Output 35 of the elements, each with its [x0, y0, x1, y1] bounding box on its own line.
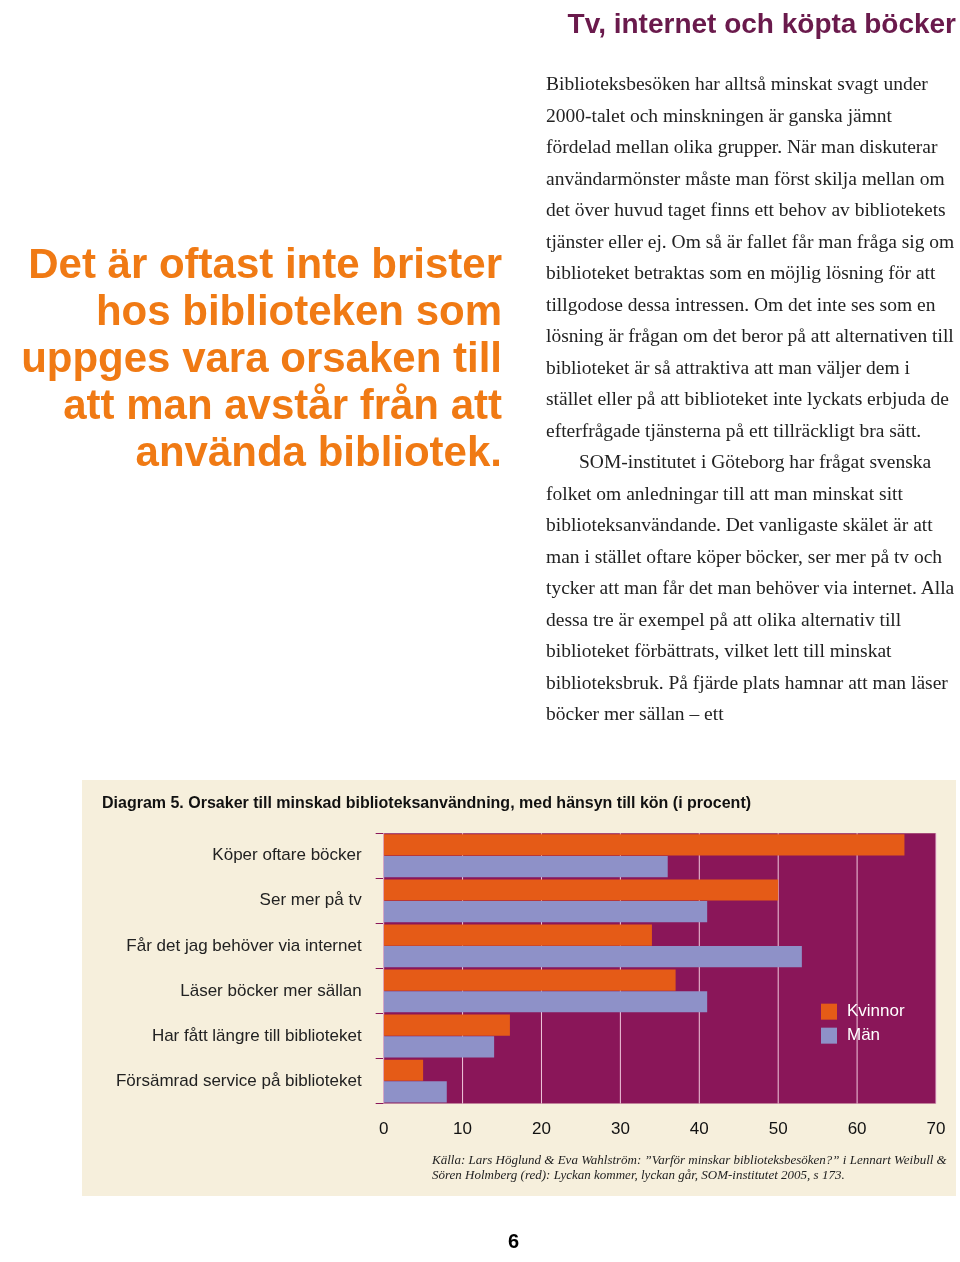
x-tick-label: 10 — [453, 1119, 473, 1139]
bar — [383, 855, 668, 878]
x-tick-label: 50 — [768, 1119, 788, 1139]
x-tick-label: 0 — [378, 1119, 389, 1139]
text: 6 — [508, 1230, 520, 1253]
y-tick-label: Försämrad service på biblioteket — [115, 1070, 362, 1090]
bar — [383, 834, 905, 856]
bar — [383, 1081, 447, 1103]
y-tick-label: Ser mer på tv — [259, 890, 363, 910]
bar — [383, 991, 708, 1013]
bar — [383, 901, 708, 923]
x-tick-label: 70 — [926, 1119, 946, 1139]
text: Det är oftast inte brister hos biblioteken som uppges vara orsaken till att man avstår från att använda bibliotek. — [20, 240, 502, 475]
text: Biblioteksbesöken har alltså minskat svagt under 2000-talet och minskningen är ganska jämnt fördelad mellan olika grupper. När man diskuterar användarmönster måste man först skilja mellan om det över huvud taget finns ett behov av bibliotekets tjänster eller ej. Om så är fallet får man fråga sig om biblioteket betraktas som en möjlig lösning för att tillgodose dessa intressen. Om det inte ses som en lösning är frågan om det beror på att alternativen till biblioteket är så attraktiva att man väljer dem i stället eller på att biblioteket inte lyckats erbjuda de efterfrågade tjänsterna på ett tillräckligt bra sätt. — [546, 73, 955, 441]
y-tick-label: Har fått längre till biblioteket — [151, 1025, 362, 1045]
x-tick-label: 20 — [532, 1119, 551, 1139]
bar — [383, 946, 802, 968]
bar — [383, 969, 676, 991]
y-tick-label: Köper oftare böcker — [212, 845, 362, 865]
text: Källa: Lars Höglund & Eva Wahlström: ”Varför minskar biblioteksbesöken?” i Lennart Weibull & Sören Holmberg (red): Lyckan kommer, lyckan går, SOM-institutet 2005, s 173. — [432, 1152, 948, 1182]
x-tick-label: 40 — [689, 1119, 709, 1139]
y-tick-label: Läser böcker mer sällan — [180, 980, 362, 1000]
legend-label: Kvinnor — [847, 1001, 905, 1021]
text: Tv, internet och köpta böcker — [566, 8, 956, 40]
chart-title: Diagram 5. Orsaker till minskad biblioteksanvändning, med hänsyn till kön (i procent) — [102, 794, 752, 812]
x-tick-label: 60 — [847, 1119, 867, 1139]
bar — [383, 879, 779, 901]
bar — [383, 1059, 424, 1081]
bar — [383, 1014, 510, 1036]
text: SOM-institutet i Göteborg har frågat svenska folket om anledningar till att man minskat sitt biblioteksanvändande. Det vanligaste skälet är att man i stället oftare köper böcker, ser mer på tv och tycker att man får det man behöver via internet. Alla dessa tre är exempel på att olika alternativ till biblioteket förbättrats, vilket lett till minskat biblioteksbruk. På fjärde plats hamnar att man läser böcker mer sällan – ett — [546, 451, 955, 724]
legend-label: Män — [847, 1025, 881, 1045]
y-tick-label: Får det jag behöver via internet — [126, 935, 362, 955]
x-tick-label: 30 — [610, 1119, 630, 1139]
bar — [383, 1036, 495, 1058]
bar — [383, 924, 652, 946]
